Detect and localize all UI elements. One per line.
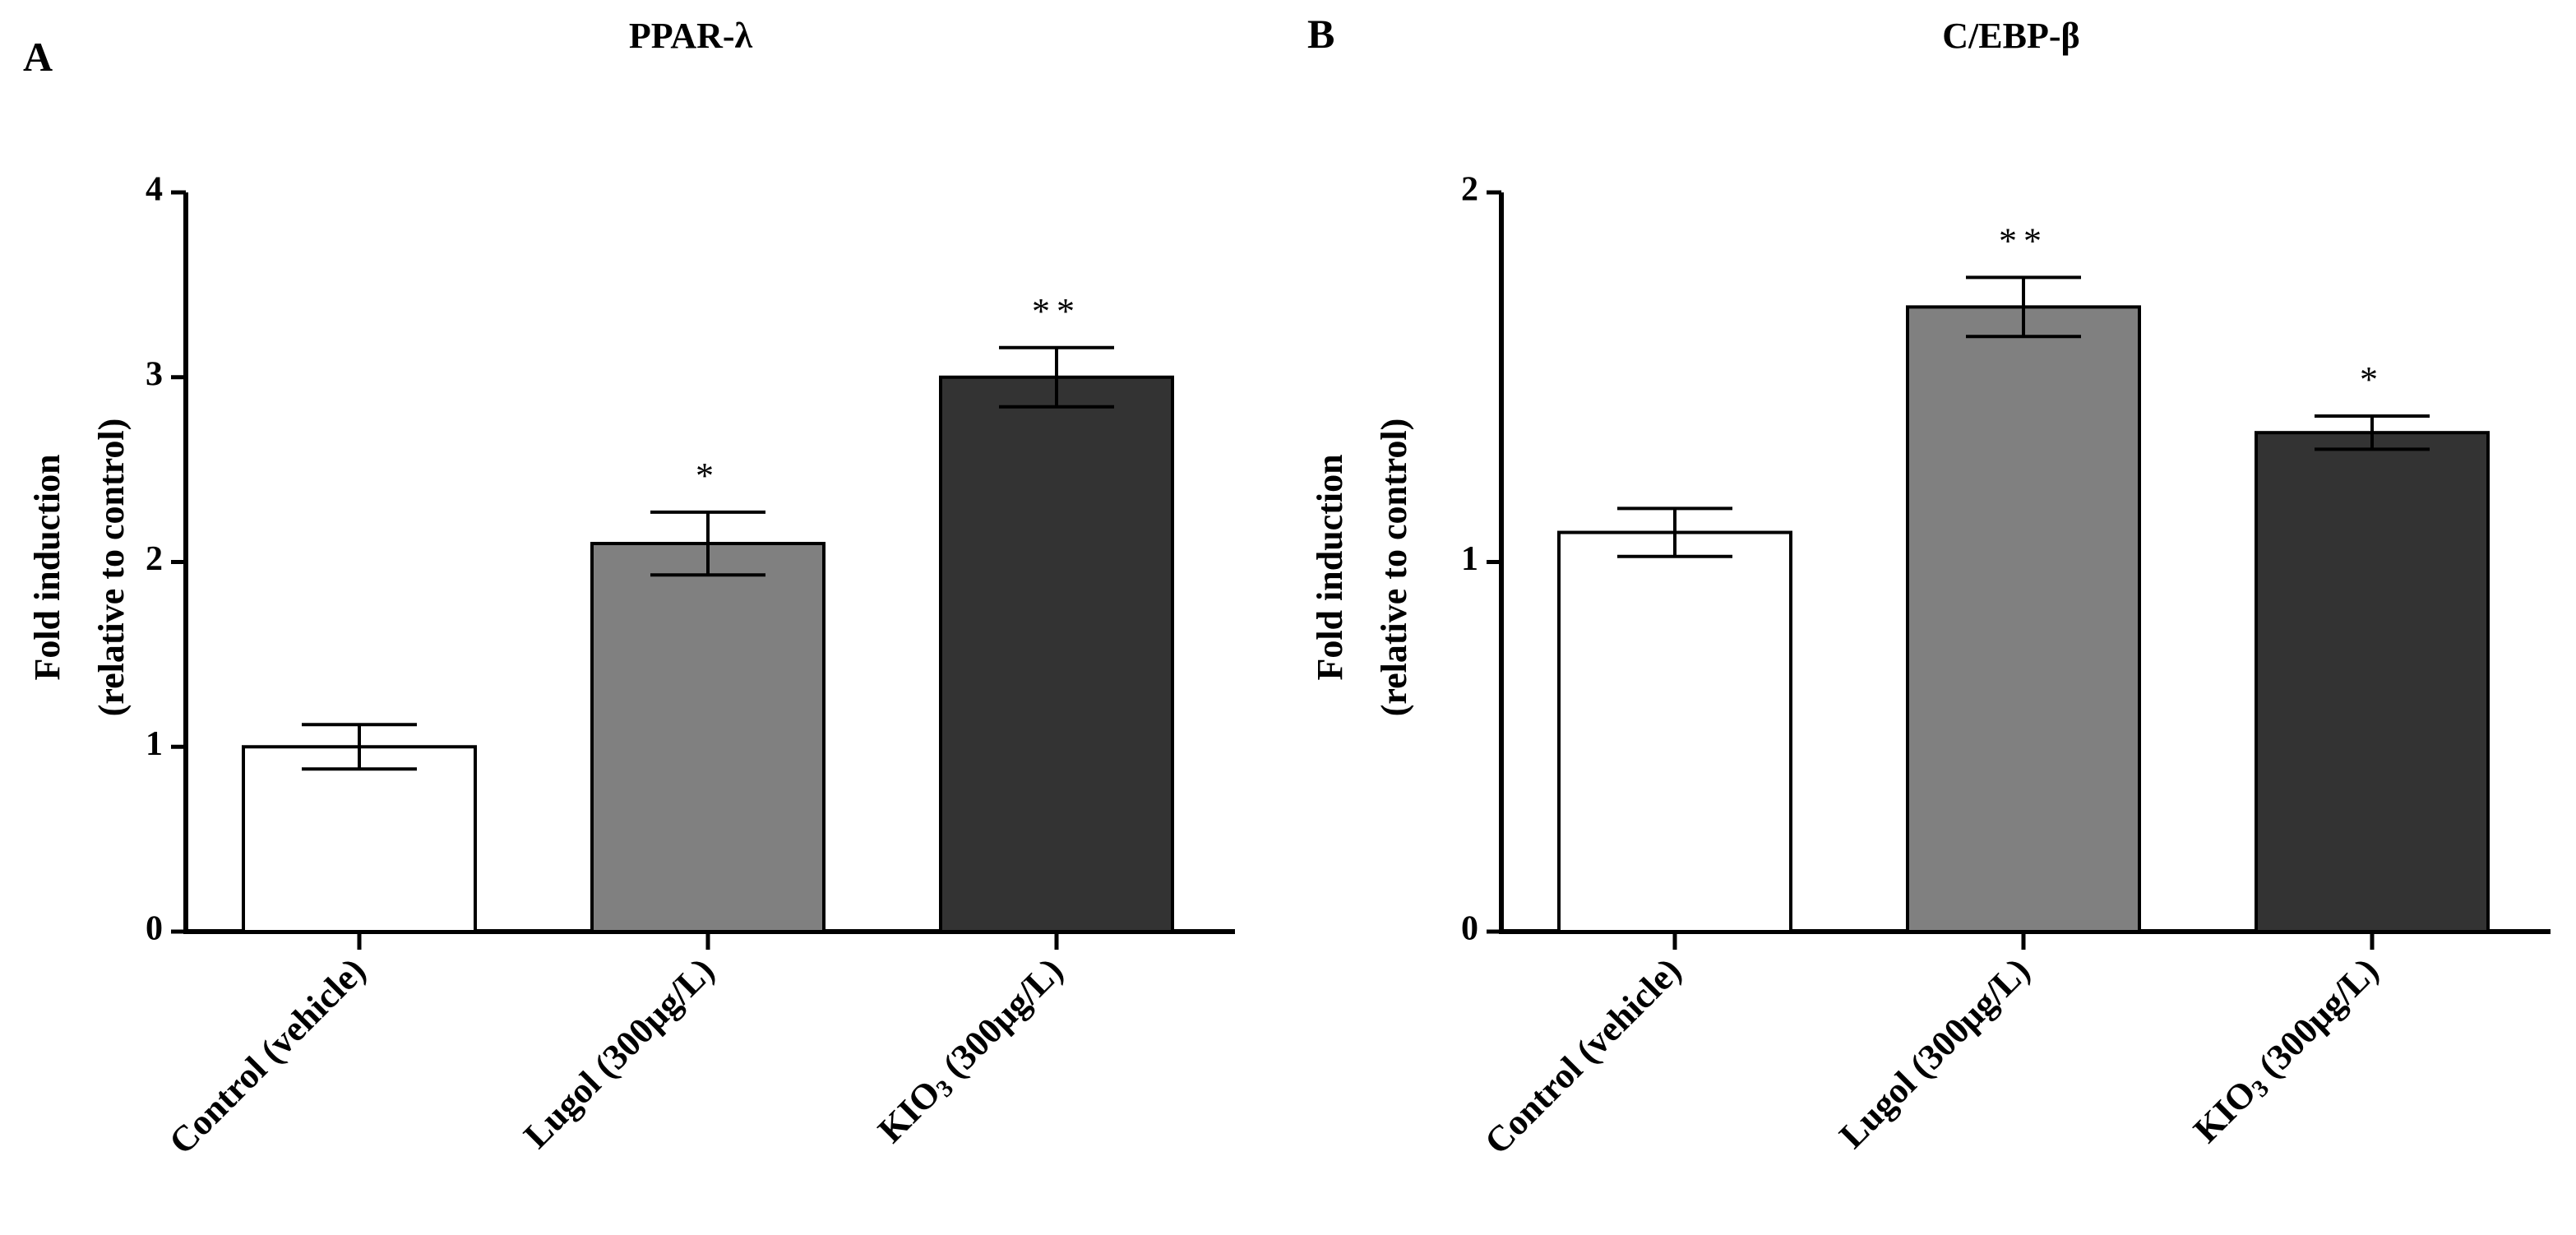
- y-axis-label-line2: (relative to control): [1374, 419, 1414, 716]
- y-axis-label-line1: Fold induction: [27, 454, 67, 680]
- bar: [1906, 305, 2141, 934]
- panel-letter: A: [23, 34, 53, 80]
- y-tick-label: 3: [146, 355, 163, 393]
- y-tick-label: 1: [1461, 540, 1478, 578]
- y-axis-label-line1: Fold induction: [1310, 454, 1350, 680]
- chart-title: PPAR-λ: [629, 16, 753, 56]
- y-tick-label: 4: [146, 171, 163, 209]
- bar: [2255, 431, 2490, 933]
- significance-marker: **: [1032, 291, 1081, 331]
- y-tick-label: 0: [1461, 910, 1478, 948]
- x-tick-label: Control (vehicle): [1477, 950, 1689, 1162]
- bar: [939, 375, 1174, 933]
- panel-B: B C/EBP-β Fold induction (relative to contr…: [1307, 11, 2551, 1162]
- x-tick-label: Control (vehicle): [161, 950, 373, 1162]
- significance-marker: **: [1999, 220, 2048, 261]
- panel-letter: B: [1307, 11, 1334, 57]
- y-tick-label: 1: [146, 725, 163, 763]
- panel-A: A PPAR-λ Fold induction (relative to contro…: [23, 16, 1235, 1162]
- significance-marker: *: [2360, 359, 2384, 400]
- bar: [1557, 530, 1792, 933]
- x-tick-label: KIO3 (300µg/L): [870, 950, 1072, 1152]
- y-tick-label: 2: [1461, 171, 1478, 209]
- x-tick-label: Lugol (300µg/L): [516, 950, 723, 1156]
- y-tick-label: 2: [146, 540, 163, 578]
- x-tick-label: Lugol (300µg/L): [1832, 950, 2038, 1156]
- bar: [242, 745, 477, 933]
- bar: [590, 542, 826, 934]
- y-tick-label: 0: [146, 910, 163, 948]
- y-axis-label-line2: (relative to control): [91, 419, 132, 716]
- significance-marker: *: [696, 456, 720, 496]
- x-tick-label: KIO3 (300µg/L): [2185, 950, 2388, 1152]
- chart-title: C/EBP-β: [1942, 16, 2079, 56]
